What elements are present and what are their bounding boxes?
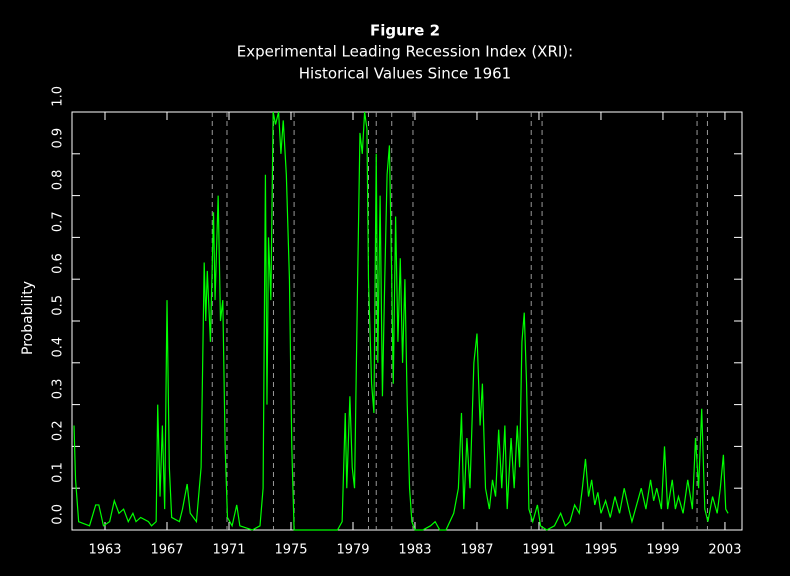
x-tick-label: 1999 <box>646 543 679 558</box>
y-tick-label: 0.0 <box>51 504 66 525</box>
x-tick-label: 1963 <box>88 543 121 558</box>
y-axis-label: Probability <box>20 281 36 355</box>
y-tick-label: 0.5 <box>51 295 66 316</box>
x-tick-label: 1991 <box>522 543 555 558</box>
x-tick-label: 1995 <box>584 543 617 558</box>
y-tick-label: 0.7 <box>51 211 66 232</box>
x-tick-label: 1987 <box>460 543 493 558</box>
plot-frame <box>71 111 743 531</box>
y-tick-label: 0.6 <box>51 253 66 274</box>
x-tick-label: 2003 <box>708 543 741 558</box>
x-tick-label: 1983 <box>398 543 431 558</box>
y-tick-label: 0.4 <box>51 337 66 358</box>
y-tick-label: 0.8 <box>51 170 66 191</box>
y-tick-label: 0.1 <box>51 462 66 483</box>
data-line <box>73 111 729 531</box>
y-tick-label: 1.0 <box>51 86 66 107</box>
chart-subtitle: Historical Values Since 1961 <box>299 65 511 83</box>
x-tick-label: 1979 <box>336 543 369 558</box>
y-tick-label: 0.3 <box>51 379 66 400</box>
x-tick-label: 1967 <box>150 543 183 558</box>
x-tick-label: 1971 <box>212 543 245 558</box>
y-tick-label: 0.2 <box>51 420 66 441</box>
x-tick-label: 1975 <box>274 543 307 558</box>
chart-subtitle: Experimental Leading Recession Index (XR… <box>237 43 573 61</box>
chart-title: Figure 2 <box>370 22 440 40</box>
y-tick-label: 0.9 <box>51 128 66 149</box>
